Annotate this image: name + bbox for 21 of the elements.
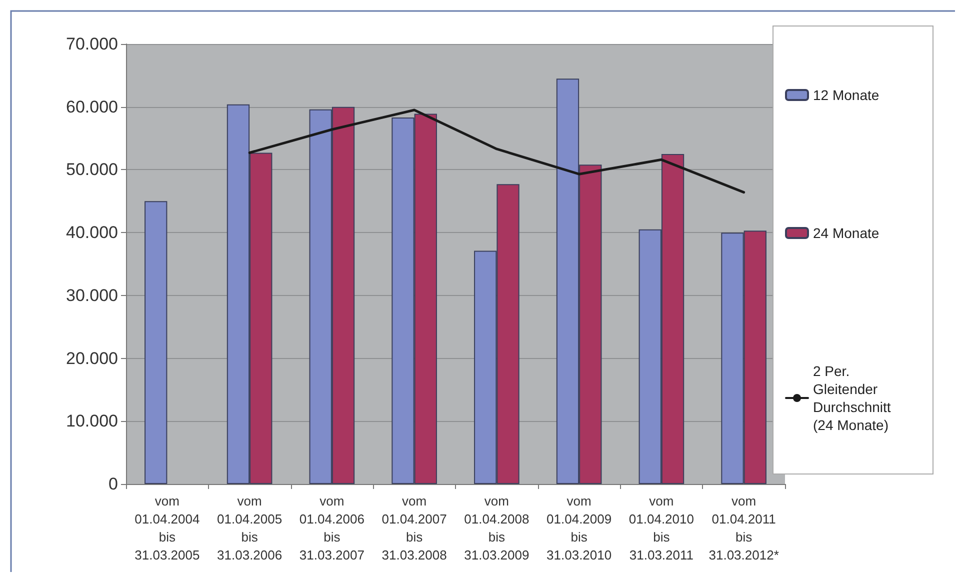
- y-tick-label: 40.000: [66, 223, 118, 242]
- x-tick-label: vom 01.04.2011 bis 31.03.2012*: [708, 494, 779, 562]
- y-tick-label: 30.000: [66, 286, 118, 305]
- legend-label: 2 Per. Gleitender Durchschnitt (24 Monate): [813, 363, 895, 433]
- y-tick-label: 50.000: [66, 160, 118, 180]
- x-tick-label: vom 01.04.2009 bis 31.03.2010: [546, 494, 612, 562]
- bar: [144, 201, 168, 484]
- y-tick-label: 10.000: [66, 412, 118, 431]
- x-tick-label: vom 01.04.2008 bis 31.03.2009: [464, 494, 530, 562]
- legend-label: 12 Monate: [813, 87, 880, 103]
- y-tick-label: 70.000: [66, 34, 118, 54]
- y-tick-label: 20.000: [66, 348, 118, 368]
- x-tick-label: vom 01.04.2010 bis 31.03.2011: [628, 494, 694, 562]
- x-tick-label: vom 01.04.2007 bis 31.03.2008: [382, 494, 447, 562]
- x-tick-label: vom 01.04.2004 bis 31.03.2005: [134, 494, 200, 562]
- x-tick-label: vom 01.04.2006 bis 31.03.2007: [299, 494, 364, 562]
- legend-label: 24 Monate: [813, 225, 880, 241]
- x-tick-label: vom 01.04.2005 bis 31.03.2006: [217, 494, 282, 562]
- y-tick-label: 60.000: [66, 97, 118, 116]
- line-series: [248, 108, 746, 194]
- y-tick-label: 0: [108, 474, 118, 494]
